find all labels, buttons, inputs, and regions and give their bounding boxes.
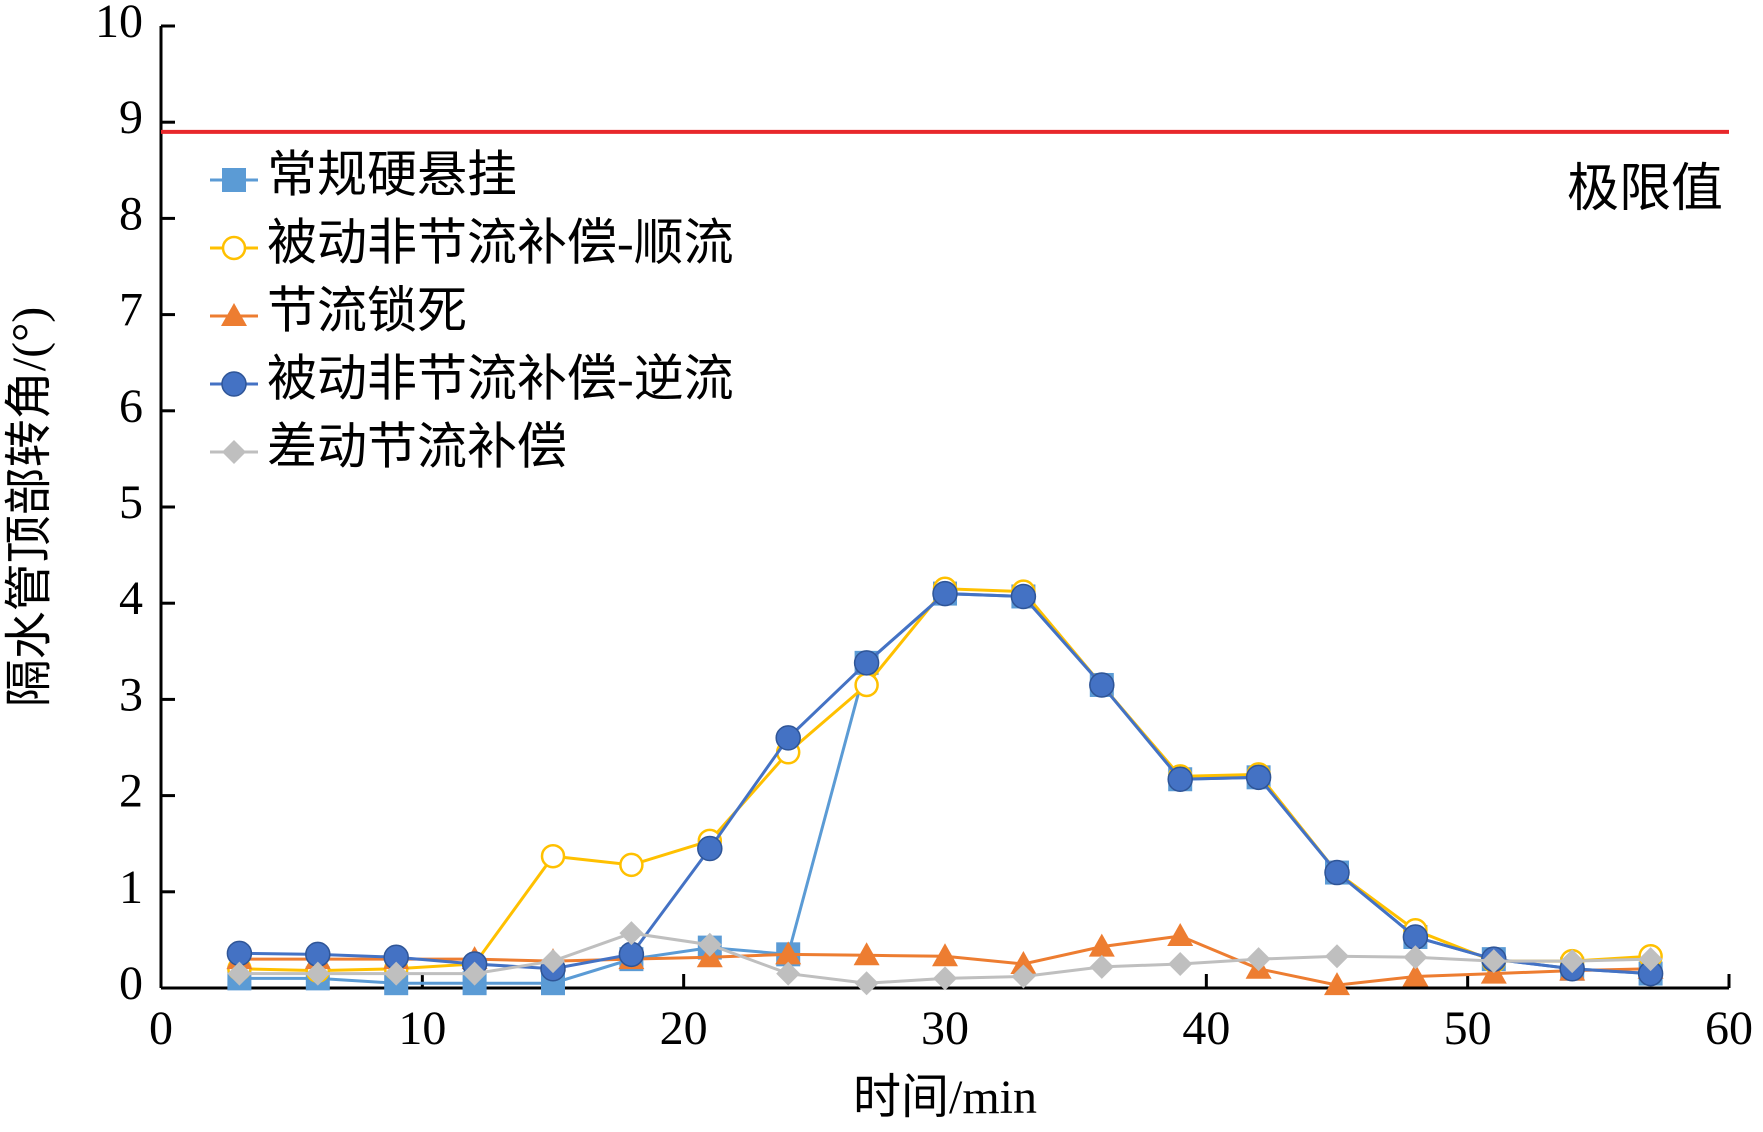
- marker: [933, 966, 957, 991]
- marker: [775, 941, 802, 965]
- marker: [1245, 764, 1272, 791]
- marker: [697, 932, 722, 957]
- marker: [1402, 963, 1429, 987]
- legend-label: 被动非节流补偿-逆流: [267, 350, 734, 406]
- marker: [305, 961, 330, 986]
- x-tick-label: 10: [398, 1002, 446, 1055]
- y-tick-label: 6: [119, 380, 143, 433]
- y-tick-label: 10: [95, 0, 143, 48]
- x-axis-label: 时间/min: [853, 1071, 1037, 1124]
- series-line: [239, 592, 1651, 976]
- legend-label: 节流锁死: [267, 282, 467, 338]
- y-tick-label: 0: [119, 957, 143, 1010]
- marker: [932, 580, 958, 607]
- x-tick-label: 60: [1705, 1002, 1753, 1055]
- marker: [618, 941, 645, 968]
- marker: [776, 961, 801, 986]
- legend-marker: [221, 371, 247, 397]
- legend-marker: [222, 440, 246, 464]
- legend-label: 常规硬悬挂: [267, 146, 517, 202]
- marker: [1324, 972, 1350, 996]
- marker: [1325, 944, 1349, 969]
- series-line: [239, 587, 1651, 973]
- legend-label: 差动节流补偿: [267, 418, 567, 474]
- y-tick-label: 9: [119, 91, 143, 144]
- marker: [853, 650, 880, 676]
- marker: [775, 725, 801, 751]
- marker: [697, 835, 723, 862]
- marker: [1246, 947, 1271, 972]
- marker: [853, 942, 880, 966]
- marker: [1560, 949, 1585, 974]
- y-tick-label: 8: [119, 187, 143, 240]
- legend-label: 被动非节流补偿-顺流: [267, 214, 734, 270]
- marker: [854, 672, 879, 698]
- marker: [1324, 859, 1350, 886]
- marker: [1089, 954, 1114, 979]
- marker: [1011, 964, 1036, 989]
- limit-label: 极限值: [1567, 161, 1723, 218]
- legend-marker: [221, 235, 247, 261]
- marker: [462, 961, 487, 986]
- marker: [619, 852, 644, 878]
- marker: [1638, 947, 1663, 972]
- marker: [1010, 583, 1037, 610]
- y-tick-label: 1: [119, 861, 143, 914]
- marker: [1088, 933, 1115, 957]
- marker: [1089, 672, 1115, 698]
- series-line: [239, 592, 1651, 985]
- x-tick-label: 0: [149, 1002, 173, 1055]
- marker: [1167, 766, 1193, 792]
- marker: [1403, 945, 1428, 970]
- marker: [1010, 950, 1037, 974]
- y-tick-label: 2: [119, 765, 143, 818]
- marker: [384, 961, 409, 986]
- y-tick-label: 4: [119, 572, 143, 625]
- y-axis-label: 隔水管顶部转角/(°): [3, 307, 56, 708]
- y-tick-label: 3: [119, 668, 143, 721]
- marker: [1167, 923, 1194, 947]
- y-tick-label: 5: [119, 476, 143, 529]
- marker: [1481, 949, 1506, 974]
- x-tick-label: 30: [921, 1002, 969, 1055]
- marker: [619, 921, 644, 946]
- marker: [227, 961, 252, 986]
- x-tick-label: 50: [1444, 1002, 1492, 1055]
- marker: [854, 971, 879, 996]
- x-tick-label: 40: [1182, 1002, 1230, 1055]
- y-tick-label: 7: [119, 284, 143, 337]
- x-tick-label: 20: [660, 1002, 708, 1055]
- marker: [540, 843, 566, 869]
- legend-marker: [222, 168, 246, 192]
- marker: [1168, 951, 1193, 976]
- marker: [541, 949, 565, 974]
- legend-marker: [221, 303, 247, 326]
- marker: [932, 943, 958, 967]
